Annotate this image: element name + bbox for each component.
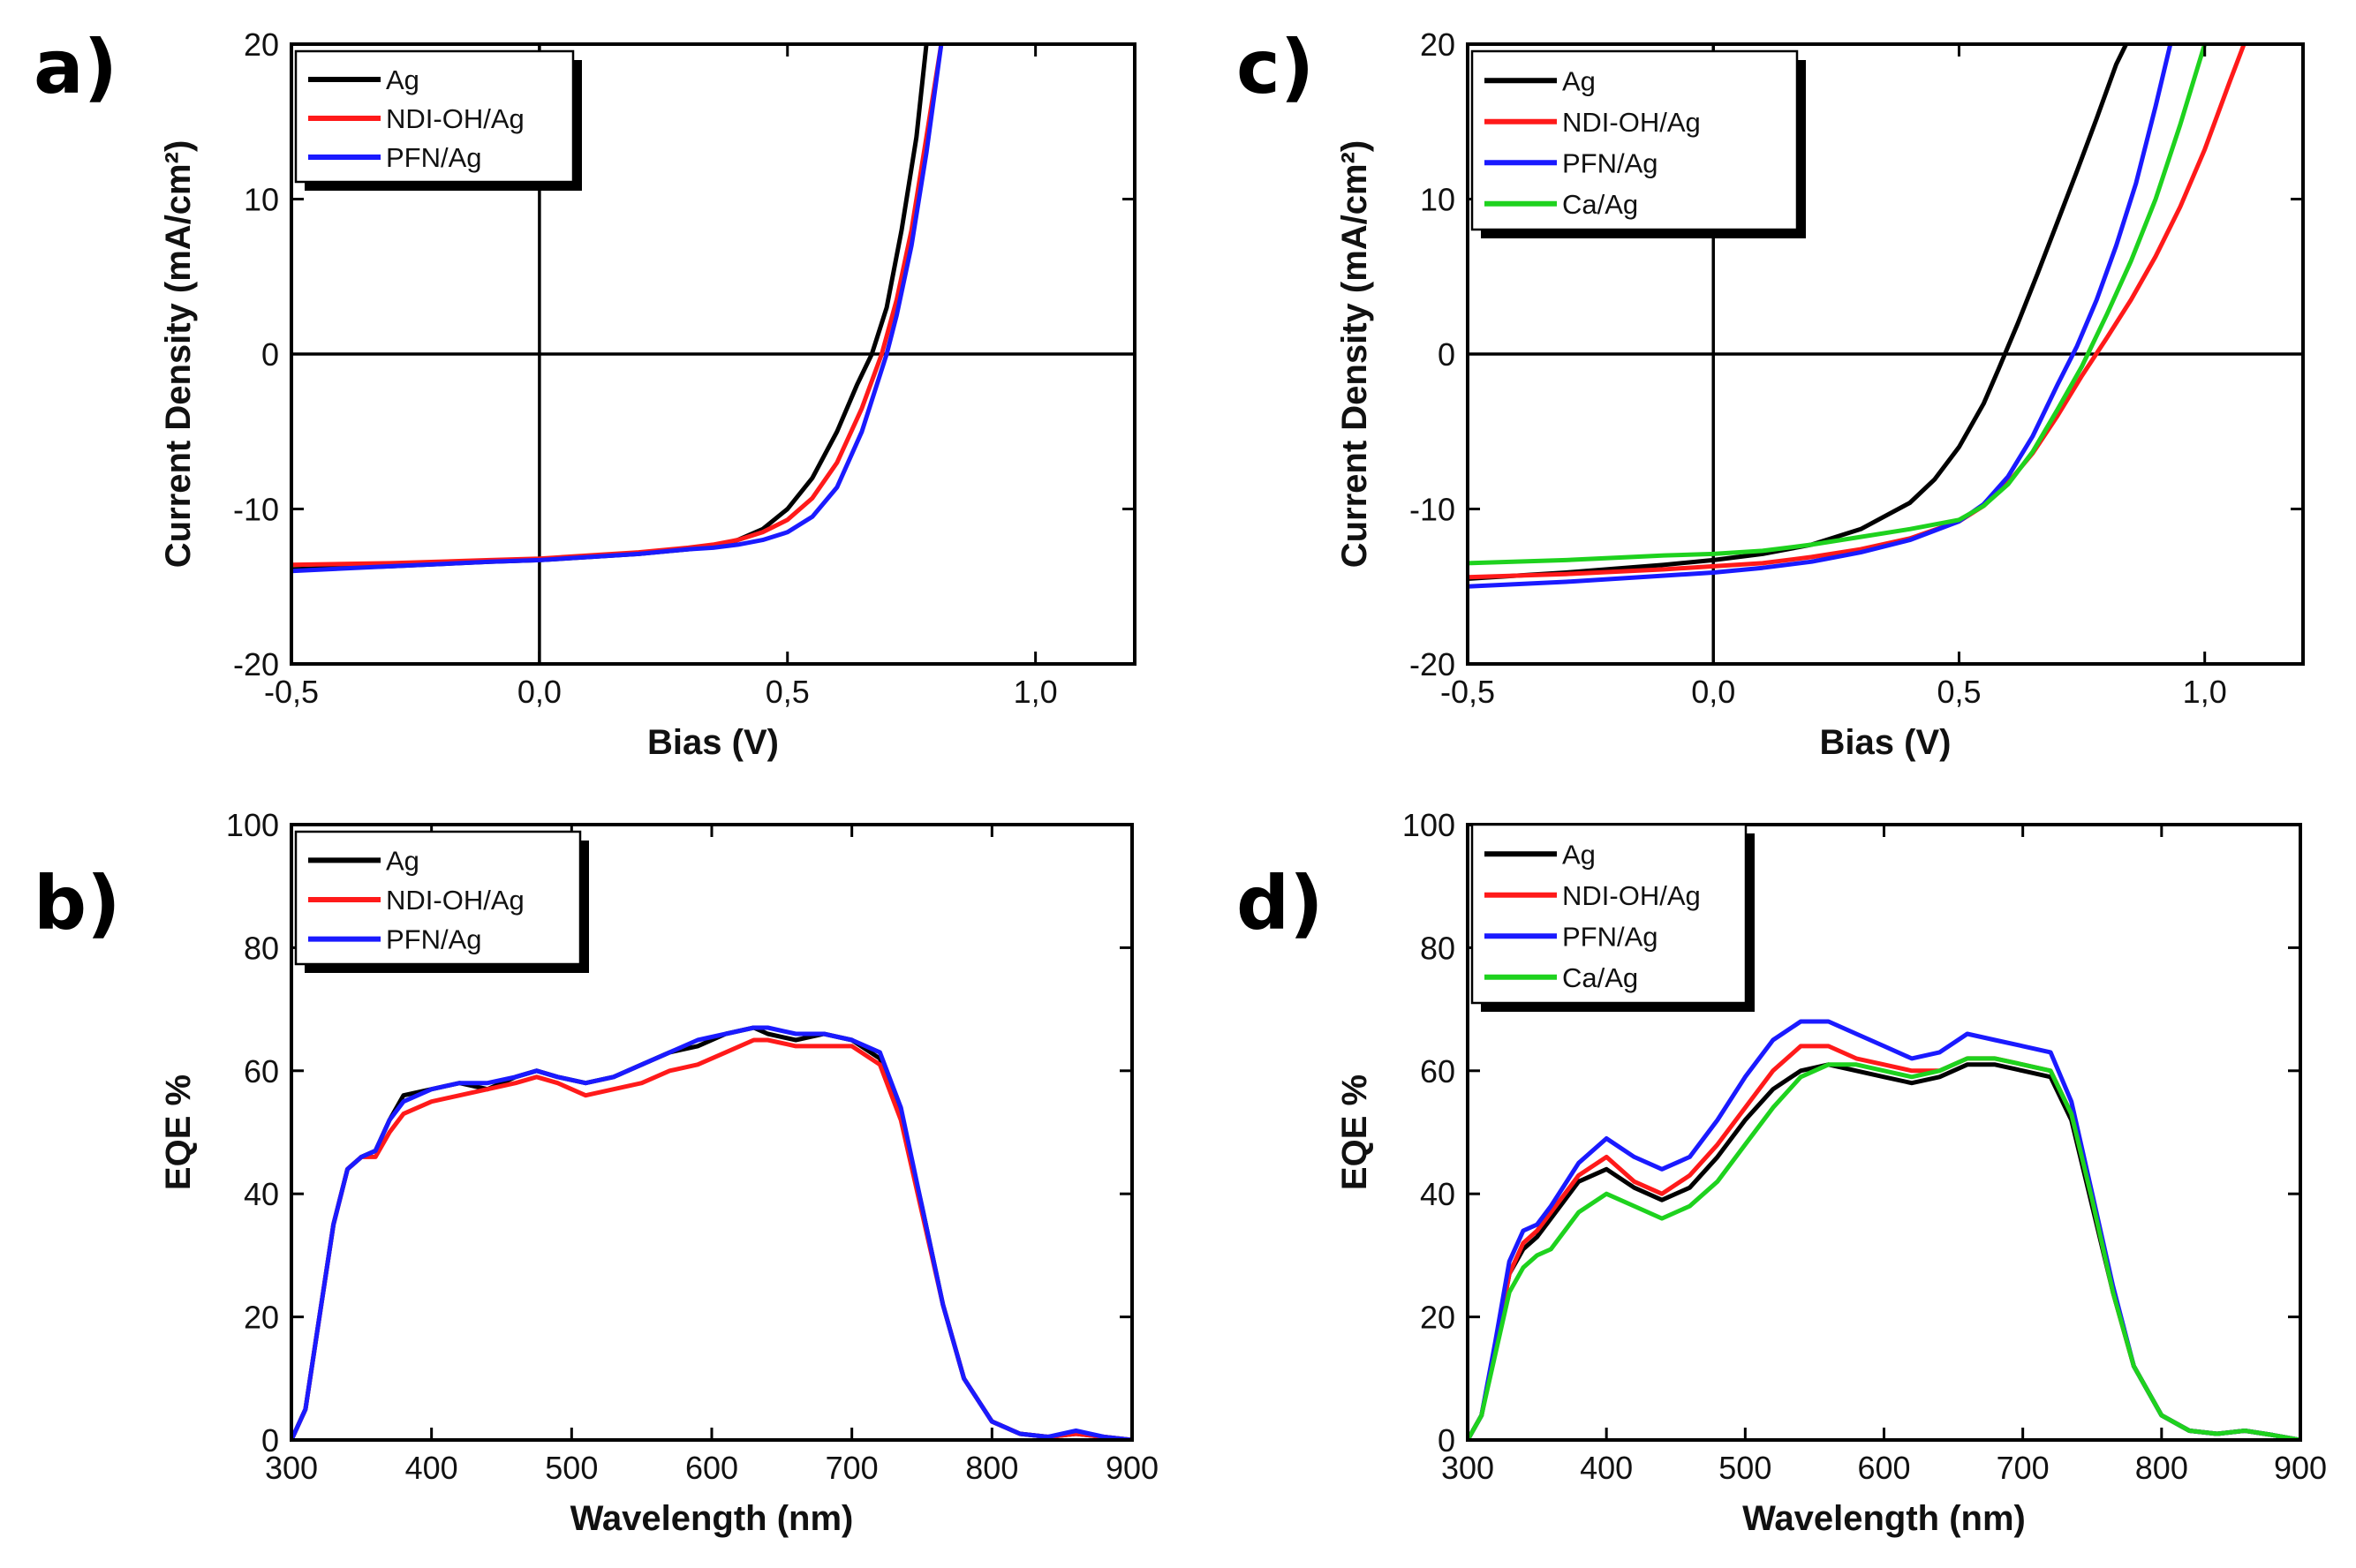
x-tick-label: 600 xyxy=(685,1450,738,1486)
series-line-ca-ag xyxy=(1468,44,2208,566)
legend-label: PFN/Ag xyxy=(386,142,482,173)
y-tick-label: 0 xyxy=(1438,336,1455,373)
series-line-pfn-ag xyxy=(291,44,944,574)
x-axis-label: Wavelength (nm) xyxy=(570,1499,854,1538)
x-tick-label: -0,5 xyxy=(264,674,319,710)
x-tick-label: 500 xyxy=(545,1450,598,1486)
legend-label: Ca/Ag xyxy=(1562,962,1638,993)
x-tick-label: 900 xyxy=(2274,1450,2327,1486)
series-line-ag xyxy=(291,1025,1132,1440)
x-tick-label: 0,0 xyxy=(1691,674,1735,710)
series-line-ca-ag xyxy=(1468,1056,2300,1440)
y-tick-label: 80 xyxy=(1420,930,1455,966)
x-tick-label: 800 xyxy=(965,1450,1018,1486)
legend: Ag NDI-OH/Ag PFN/Ag Ca/Ag xyxy=(1470,823,1755,1012)
series-group xyxy=(291,44,944,574)
series-line-pfn-ag xyxy=(291,1025,1132,1440)
y-tick-label: 0 xyxy=(261,336,279,373)
y-tick-label: 10 xyxy=(244,182,279,218)
y-tick-label: 20 xyxy=(1420,1300,1455,1336)
y-tick-label: 40 xyxy=(244,1176,279,1212)
panel-label: d) xyxy=(1236,860,1324,946)
y-tick-label: 60 xyxy=(1420,1053,1455,1089)
series-line-ag xyxy=(1468,1062,2300,1440)
y-tick-label: 0 xyxy=(1438,1422,1455,1459)
legend-label: PFN/Ag xyxy=(1562,147,1658,178)
series-group xyxy=(1468,1019,2300,1440)
legend: Ag NDI-OH/Ag PFN/Ag Ca/Ag xyxy=(1470,49,1806,238)
series-line-ag xyxy=(1468,44,2129,581)
x-tick-label: 500 xyxy=(1718,1450,1771,1486)
x-tick-label: 300 xyxy=(1441,1450,1494,1486)
legend-label: Ag xyxy=(386,64,419,95)
y-tick-label: 20 xyxy=(244,26,279,63)
y-axis-label: EQE % xyxy=(1335,1074,1374,1190)
x-tick-label: 300 xyxy=(265,1450,318,1486)
panel-d: d) 300 400 500 600 700 800 900 0 20 40 60 80 100 Wavel… xyxy=(1236,807,2327,1538)
panel-b: b) 300 400 500 600 700 800 900 0 20 40 60 80 100 Wavel… xyxy=(34,807,1159,1538)
x-tick-label: 0,5 xyxy=(1937,674,1981,710)
legend-label: Ag xyxy=(1562,65,1596,96)
y-axis-label: Current Density (mA/cm²) xyxy=(1335,140,1374,569)
legend-label: NDI-OH/Ag xyxy=(1562,880,1701,911)
y-tick-label: 100 xyxy=(226,807,279,843)
y-axis-label: Current Density (mA/cm²) xyxy=(159,140,198,569)
y-tick-label: -20 xyxy=(1409,646,1455,682)
x-tick-label: 800 xyxy=(2135,1450,2188,1486)
y-tick-label: 0 xyxy=(261,1422,279,1459)
y-axis-label: EQE % xyxy=(159,1074,198,1190)
x-axis-label: Bias (V) xyxy=(647,723,779,762)
series-line-ndi-oh-ag xyxy=(1468,1044,2300,1440)
y-tick-label: -10 xyxy=(1409,492,1455,528)
y-tick-label: 80 xyxy=(244,930,279,966)
x-axis-label: Bias (V) xyxy=(1820,723,1952,762)
legend-label: NDI-OH/Ag xyxy=(1562,107,1701,138)
y-tick-label: 20 xyxy=(1420,26,1455,63)
y-tick-label: 20 xyxy=(244,1300,279,1336)
x-tick-label: 0,5 xyxy=(766,674,810,710)
panel-c: c) -0,5 0,0 0,5 1,0 -20 -10 0 10 20 Bias (V) Curren… xyxy=(1236,24,2305,762)
y-tick-label: 100 xyxy=(1402,807,1455,843)
x-tick-label: 600 xyxy=(1857,1450,1910,1486)
legend-label: PFN/Ag xyxy=(386,924,482,955)
legend: Ag NDI-OH/Ag PFN/Ag xyxy=(294,49,582,191)
series-group xyxy=(291,1025,1132,1440)
x-tick-label: 700 xyxy=(826,1450,879,1486)
x-tick-label: 1,0 xyxy=(2183,674,2227,710)
y-tick-label: -10 xyxy=(233,492,279,528)
y-tick-label: -20 xyxy=(233,646,279,682)
legend: Ag NDI-OH/Ag PFN/Ag xyxy=(294,830,589,973)
panel-label: a) xyxy=(34,24,117,110)
legend-label: NDI-OH/Ag xyxy=(386,885,525,916)
panel-label: c) xyxy=(1236,24,1314,110)
x-tick-label: 400 xyxy=(405,1450,458,1486)
x-tick-label: 700 xyxy=(1997,1450,2050,1486)
panel-label: b) xyxy=(34,860,121,946)
x-tick-label: 900 xyxy=(1106,1450,1159,1486)
legend-label: PFN/Ag xyxy=(1562,921,1658,952)
y-tick-label: 10 xyxy=(1420,182,1455,218)
legend-label: Ag xyxy=(386,845,419,876)
series-group xyxy=(1468,44,2247,589)
panel-a: a) -0,5 0,0 0,5 1,0 -20 -10 0 10 20 Bias (V) Curren… xyxy=(34,24,1136,762)
legend-label: NDI-OH/Ag xyxy=(386,103,525,134)
y-tick-label: 40 xyxy=(1420,1176,1455,1212)
x-axis-label: Wavelength (nm) xyxy=(1742,1499,2026,1538)
legend-label: Ca/Ag xyxy=(1562,189,1638,220)
x-tick-label: 1,0 xyxy=(1014,674,1058,710)
x-tick-label: 0,0 xyxy=(517,674,562,710)
legend-label: Ag xyxy=(1562,839,1596,870)
x-tick-label: 400 xyxy=(1580,1450,1633,1486)
y-tick-label: 60 xyxy=(244,1053,279,1089)
series-line-pfn-ag xyxy=(1468,1019,2300,1440)
x-tick-label: -0,5 xyxy=(1440,674,1495,710)
series-line-ndi-oh-ag xyxy=(291,1037,1132,1440)
